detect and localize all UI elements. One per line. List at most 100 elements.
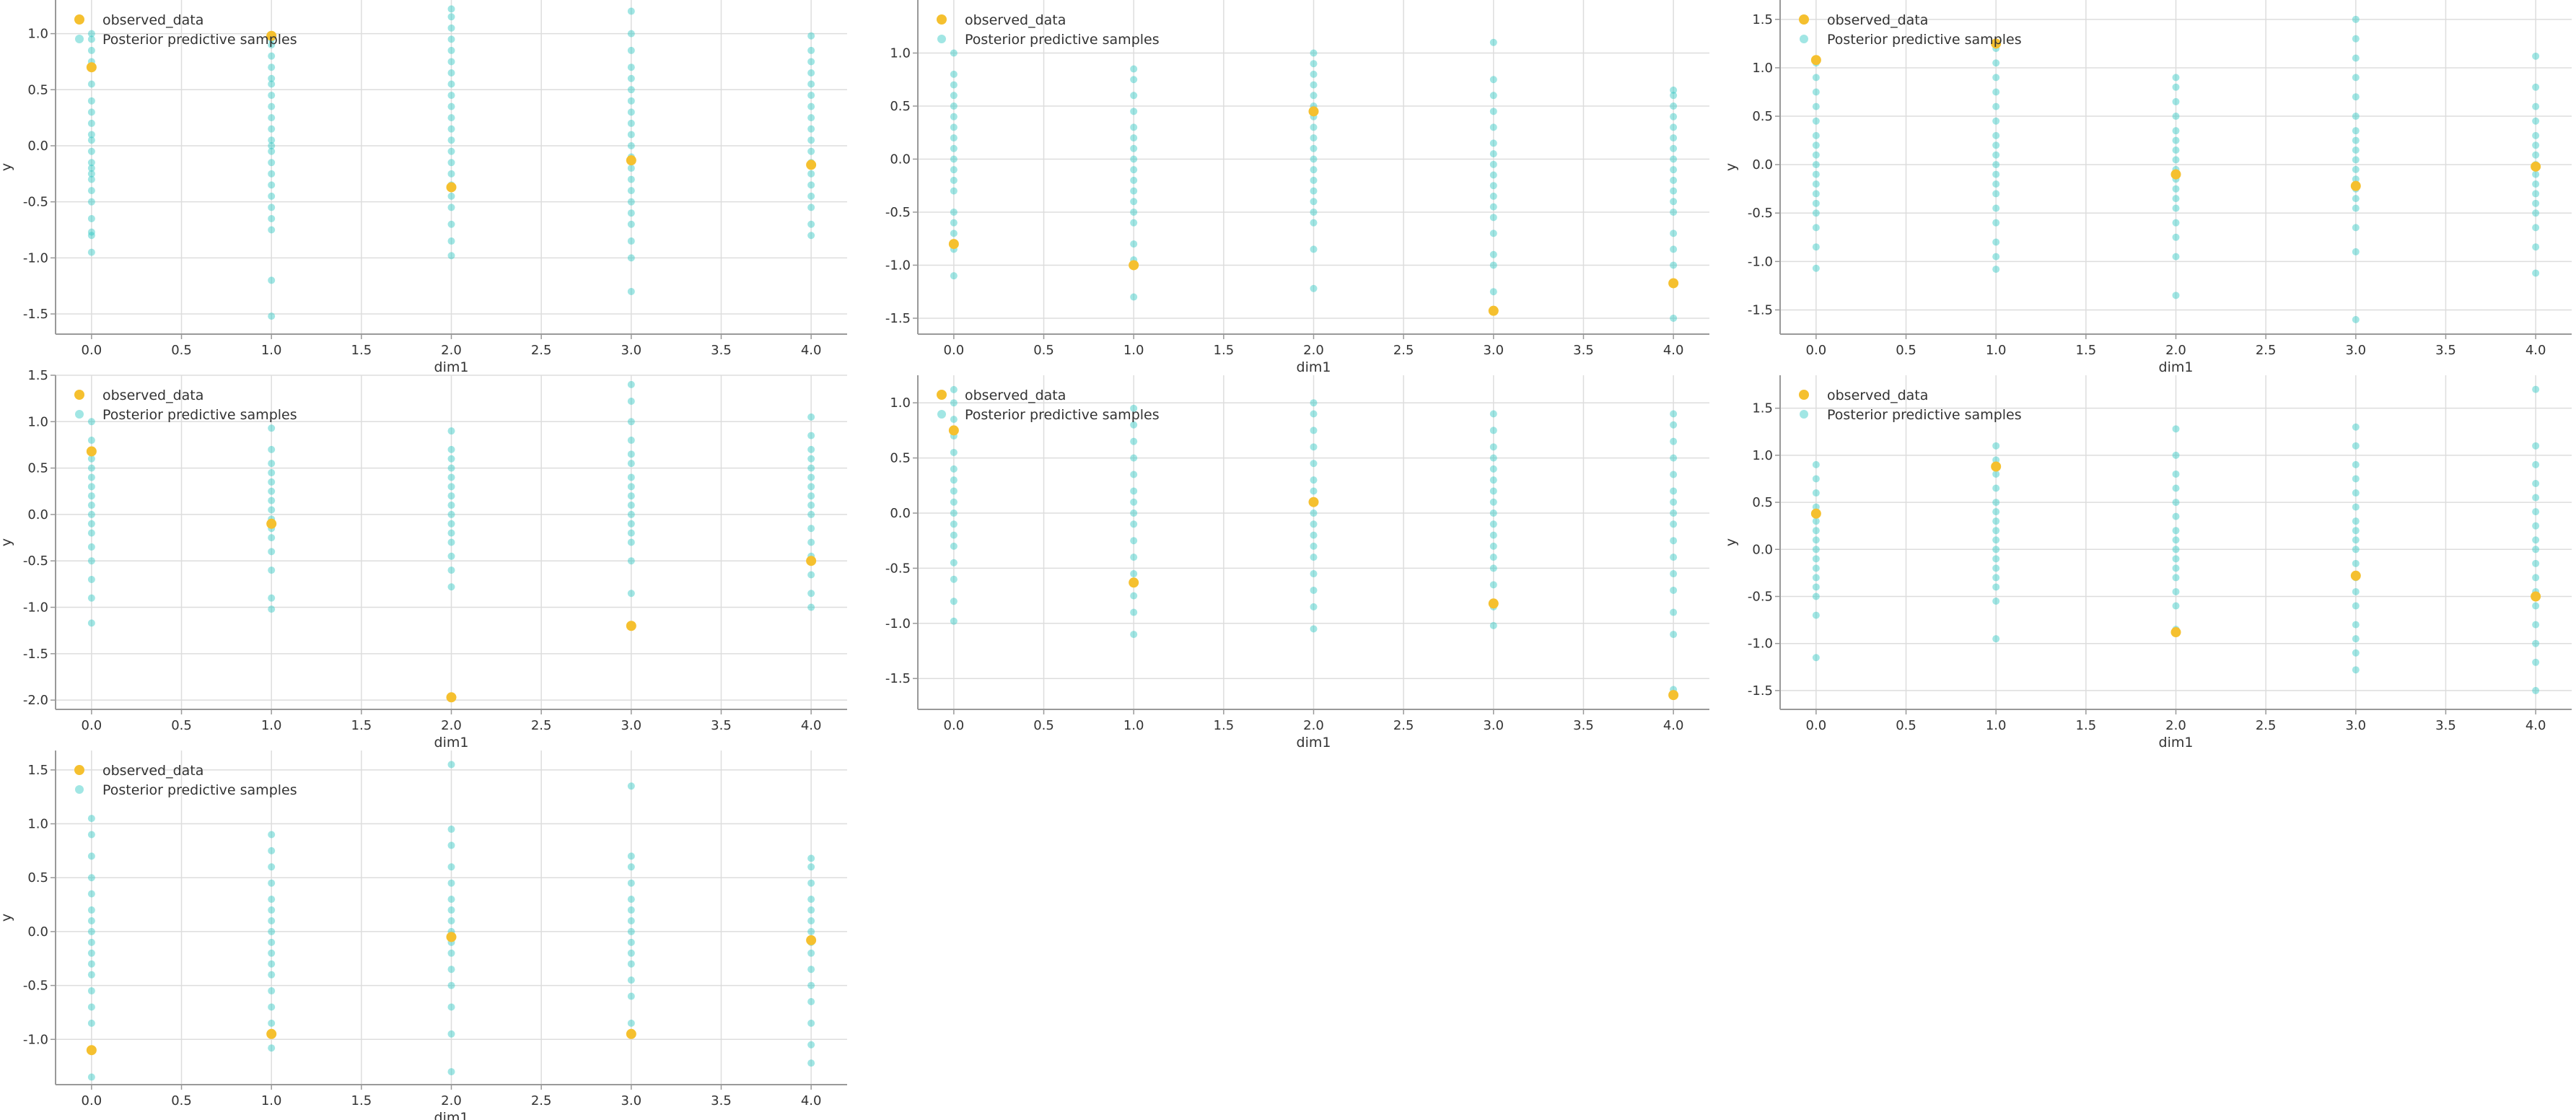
y-tick-label: 1.0	[1752, 448, 1773, 463]
posterior-sample-point	[1489, 38, 1497, 46]
posterior-sample-point	[627, 460, 635, 468]
posterior-sample-point	[2352, 423, 2360, 431]
posterior-sample-point	[2172, 292, 2180, 299]
observed-data-point	[806, 556, 817, 566]
posterior-sample-point	[447, 761, 455, 769]
posterior-sample-point	[1489, 564, 1497, 572]
posterior-sample-point	[447, 583, 455, 591]
observed-data-point	[626, 1028, 636, 1039]
x-tick-label: 1.0	[261, 1093, 282, 1108]
posterior-sample-point	[87, 175, 95, 183]
posterior-sample-point	[87, 473, 95, 481]
posterior-sample-point	[807, 1059, 815, 1067]
posterior-sample-point	[2532, 117, 2540, 125]
posterior-sample-point	[268, 1019, 276, 1027]
posterior-sample-point	[1130, 166, 1138, 174]
posterior-sample-point	[1670, 92, 1678, 100]
posterior-sample-point	[87, 852, 95, 860]
posterior-sample-point	[2352, 54, 2360, 62]
x-tick-label: 4.0	[2525, 718, 2546, 733]
posterior-sample-point	[447, 102, 455, 110]
posterior-sample-point	[627, 520, 635, 528]
posterior-sample-point	[2532, 269, 2540, 277]
x-tick-label: 2.0	[1303, 718, 1324, 733]
posterior-sample-point	[1310, 399, 1318, 407]
posterior-sample-point	[2352, 489, 2360, 497]
posterior-sample-point	[2172, 555, 2180, 563]
legend-observed-marker	[74, 765, 84, 775]
posterior-sample-point	[1992, 253, 2000, 261]
x-axis-label: dim1	[434, 735, 469, 751]
posterior-sample-point	[2172, 602, 2180, 610]
y-axis-label: y	[0, 538, 14, 546]
posterior-sample-point	[87, 831, 95, 839]
posterior-sample-point	[2172, 499, 2180, 507]
posterior-sample-point	[1489, 123, 1497, 131]
posterior-sample-point	[1489, 92, 1497, 100]
posterior-sample-point	[627, 437, 635, 445]
posterior-sample-point	[627, 992, 635, 1000]
posterior-sample-point	[627, 879, 635, 887]
posterior-sample-point	[1812, 527, 1820, 535]
posterior-sample-point	[627, 64, 635, 71]
y-tick-label: -1.0	[885, 258, 911, 273]
posterior-sample-point	[1130, 176, 1138, 184]
x-tick-label: 2.5	[531, 718, 552, 733]
posterior-sample-point	[268, 74, 276, 82]
y-tick-label: -0.5	[23, 979, 48, 994]
posterior-sample-point	[1310, 176, 1318, 184]
posterior-sample-point	[2172, 587, 2180, 595]
posterior-sample-point	[268, 478, 276, 486]
posterior-sample-point	[87, 492, 95, 500]
posterior-sample-point	[807, 981, 815, 989]
posterior-sample-point	[447, 863, 455, 871]
posterior-sample-point	[1992, 470, 2000, 478]
posterior-sample-point	[1812, 209, 1820, 217]
posterior-sample-point	[87, 987, 95, 995]
posterior-sample-point	[447, 916, 455, 924]
posterior-sample-point	[950, 416, 958, 424]
posterior-sample-point	[1310, 245, 1318, 253]
observed-data-point	[266, 518, 277, 529]
posterior-sample-point	[1670, 86, 1678, 94]
posterior-sample-point	[268, 147, 276, 155]
posterior-sample-point	[1812, 180, 1820, 188]
posterior-sample-point	[950, 92, 958, 100]
posterior-sample-point	[2532, 658, 2540, 666]
x-tick-label: 4.0	[801, 343, 822, 358]
posterior-sample-point	[2172, 425, 2180, 433]
posterior-sample-point	[627, 119, 635, 127]
posterior-sample-point	[447, 538, 455, 546]
posterior-sample-point	[1992, 141, 2000, 149]
posterior-sample-point	[447, 5, 455, 13]
y-tick-label: 0.5	[890, 451, 911, 466]
posterior-sample-point	[1992, 190, 2000, 198]
x-tick-label: 2.5	[2256, 718, 2277, 733]
posterior-sample-point	[268, 170, 276, 178]
posterior-sample-point	[447, 473, 455, 481]
x-tick-label: 3.0	[621, 1093, 641, 1108]
posterior-sample-point	[807, 927, 815, 935]
posterior-sample-point	[268, 136, 276, 144]
posterior-sample-point	[1992, 456, 2000, 464]
legend-observed-marker	[1799, 390, 1809, 400]
posterior-sample-point	[447, 445, 455, 453]
posterior-sample-point	[627, 949, 635, 957]
x-tick-label: 2.0	[441, 343, 462, 358]
posterior-sample-point	[87, 80, 95, 88]
posterior-sample-point	[2352, 146, 2360, 154]
posterior-sample-point	[2352, 136, 2360, 144]
posterior-sample-point	[1812, 141, 1820, 149]
x-tick-label: 1.0	[261, 718, 282, 733]
posterior-sample-point	[1670, 187, 1678, 195]
subplot-4: 0.0 0.5 1.0 1.5 2.0 2.5 3.0 3.5 4.0 -2.0 -1.5 -1.0 -…	[0, 368, 847, 751]
x-axis-label: dim1	[1297, 735, 1331, 751]
posterior-sample-point	[2352, 127, 2360, 135]
posterior-sample-point	[2352, 93, 2360, 101]
posterior-sample-point	[1130, 198, 1138, 206]
posterior-sample-point	[2532, 546, 2540, 554]
x-tick-label: 3.0	[621, 343, 641, 358]
posterior-sample-point	[268, 214, 276, 222]
posterior-sample-point	[1670, 144, 1678, 152]
observed-data-point	[2531, 161, 2541, 172]
